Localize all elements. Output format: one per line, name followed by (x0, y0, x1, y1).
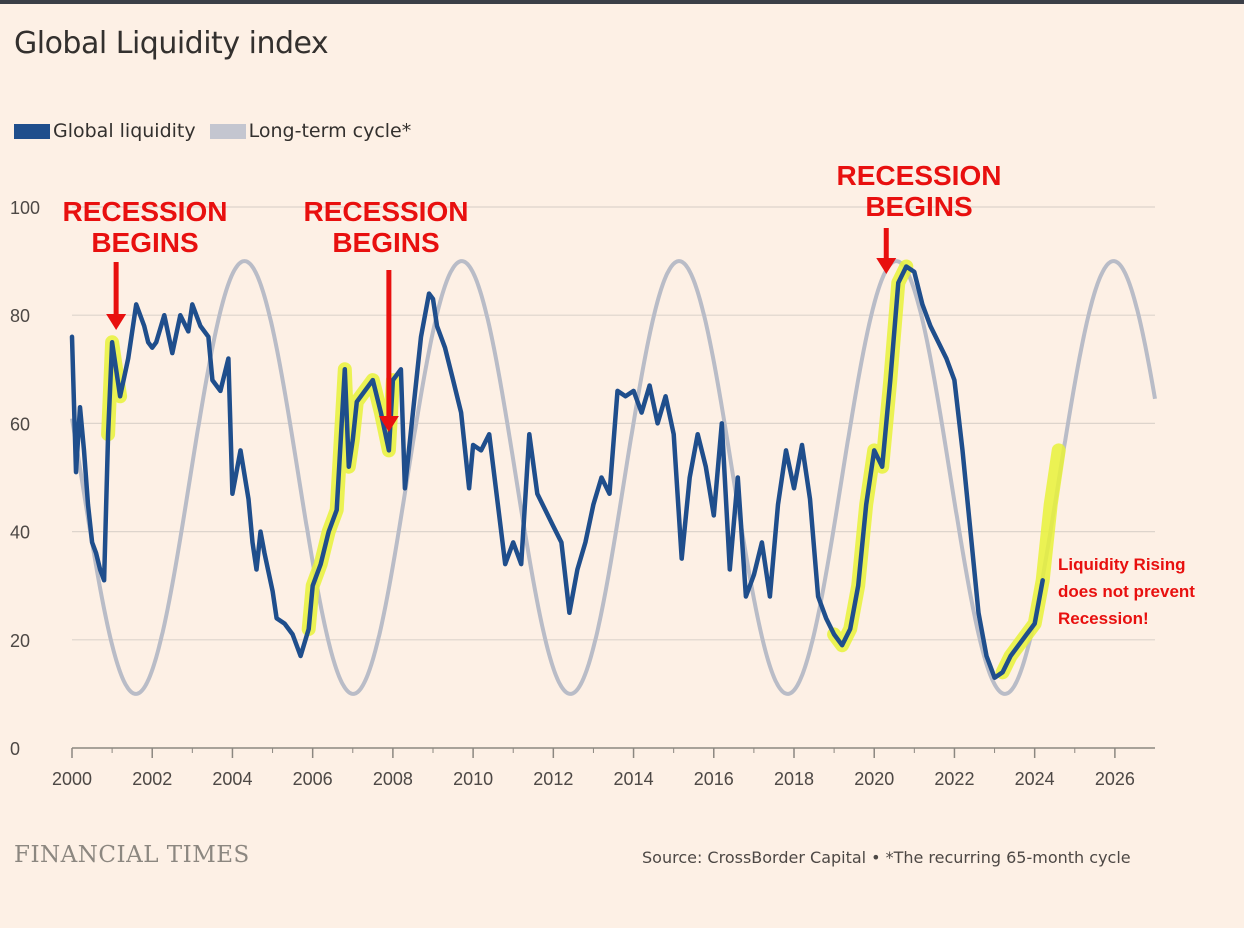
x-axis: 2000 2002 2004 2006 2008 2010 2012 2014 2016 2018… (52, 747, 1155, 789)
liquidity-note: Liquidity Rising does not prevent Recess… (1058, 551, 1195, 632)
cycle-line (70, 259, 1157, 696)
x-tick-label-2010: 2010 (453, 769, 493, 789)
legend: Global liquidity Long-term cycle* (14, 120, 425, 142)
x-tick-label-2002: 2002 (132, 769, 172, 789)
y-tick-label-60: 60 (10, 414, 30, 434)
legend-item-global-liquidity: Global liquidity (14, 120, 196, 142)
cycle-series (70, 259, 1157, 696)
legend-item-long-term-cycle: Long-term cycle* (209, 120, 412, 142)
recession-arrow-head-2 (378, 416, 399, 432)
source-footnote: *The recurring 65-month cycle (885, 848, 1131, 867)
recession-2-line2: BEGINS (332, 227, 440, 258)
ft-logo: FINANCIAL TIMES (14, 842, 250, 868)
recession-arrows (106, 228, 897, 432)
x-tick-label-2024: 2024 (1015, 769, 1055, 789)
liquidity-series (69, 264, 1045, 680)
recession-annotation-1: RECESSION BEGINS (52, 196, 238, 258)
note-line3: Recession! (1058, 609, 1149, 628)
legend-swatch-global-liquidity (14, 123, 50, 139)
highlight-overlays (101, 259, 1066, 680)
top-border (0, 0, 1244, 4)
recession-arrow-head-1 (106, 314, 127, 330)
recession-arrow-head-3 (876, 258, 897, 274)
x-tick-label-2026: 2026 (1095, 769, 1135, 789)
source-note: Source: CrossBorder Capital • *The recurri… (642, 848, 1131, 867)
y-tick-label-40: 40 (10, 523, 30, 543)
note-line2: does not prevent (1058, 582, 1195, 601)
x-tick-label-2000: 2000 (52, 769, 92, 789)
recession-3-line1: RECESSION (836, 160, 1002, 191)
legend-label-long-term-cycle: Long-term cycle* (248, 120, 412, 142)
recession-annotation-3: RECESSION BEGINS (826, 160, 1012, 222)
x-tick-label-2018: 2018 (774, 769, 814, 789)
source-text: Source: CrossBorder Capital (642, 848, 867, 867)
source-bullet: • (871, 848, 881, 867)
legend-swatch-long-term-cycle (209, 123, 246, 139)
x-tick-label-2020: 2020 (854, 769, 894, 789)
highlight-4 (995, 443, 1066, 680)
recession-annotation-2: RECESSION BEGINS (293, 196, 479, 258)
x-tick-label-2006: 2006 (293, 769, 333, 789)
x-tick-label-2014: 2014 (614, 769, 654, 789)
x-tick-label-2008: 2008 (373, 769, 413, 789)
recession-3-line2: BEGINS (865, 191, 973, 222)
x-tick-label-2022: 2022 (934, 769, 974, 789)
legend-label-global-liquidity: Global liquidity (53, 120, 196, 142)
x-tick-label-2004: 2004 (212, 769, 252, 789)
y-tick-label-20: 20 (10, 631, 30, 651)
recession-2-line1: RECESSION (303, 196, 469, 227)
liquidity-line (69, 264, 1045, 680)
chart-title: Global Liquidity index (14, 26, 329, 61)
recession-1-line1: RECESSION (62, 196, 228, 227)
y-tick-label-80: 80 (10, 306, 30, 326)
recession-1-line2: BEGINS (91, 227, 199, 258)
note-line1: Liquidity Rising (1058, 555, 1186, 574)
y-tick-label-100: 100 (10, 198, 40, 218)
x-tick-label-2012: 2012 (533, 769, 573, 789)
x-tick-label-2016: 2016 (694, 769, 734, 789)
y-axis: 0 20 40 60 80 100 (10, 198, 40, 759)
y-tick-label-0: 0 (10, 739, 20, 759)
